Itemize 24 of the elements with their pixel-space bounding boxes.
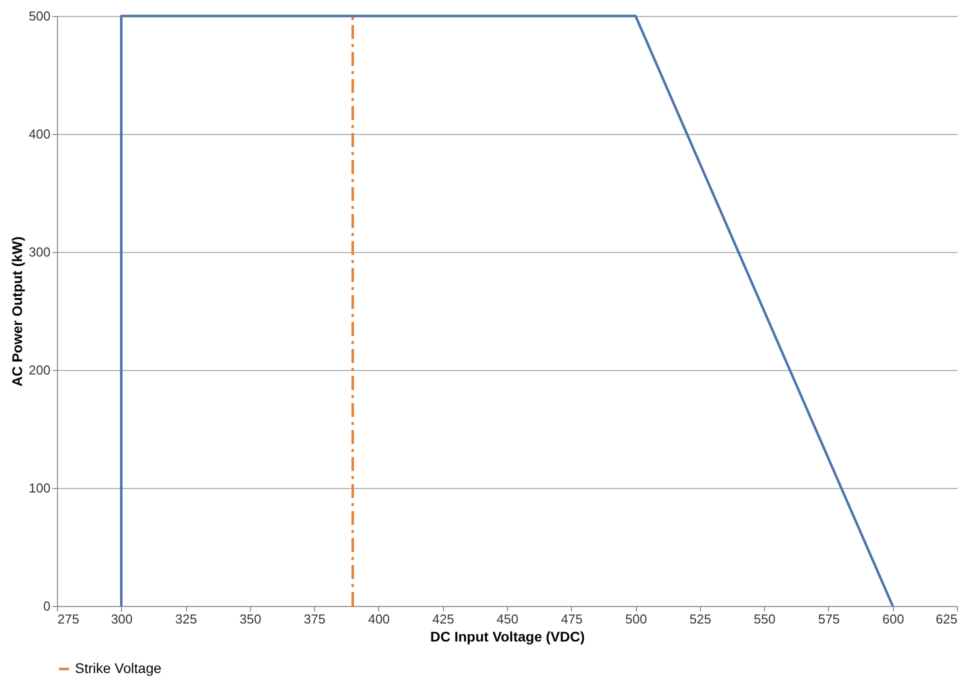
x-tick-label: 600 xyxy=(882,612,904,626)
y-tick-label: 400 xyxy=(28,126,50,142)
y-tick-label: 500 xyxy=(28,8,50,24)
x-tick-label: 350 xyxy=(240,612,262,626)
y-axis-title: AC Power Output (kW) xyxy=(8,236,25,387)
legend-label: Strike Voltage xyxy=(75,660,162,676)
x-tick-label: 625 xyxy=(936,612,958,626)
x-tick-label: 425 xyxy=(432,612,454,626)
x-tick-label: 400 xyxy=(368,612,390,626)
x-tick-label: 525 xyxy=(690,612,712,626)
x-tick-label: 375 xyxy=(304,612,326,626)
x-tick-label: 550 xyxy=(754,612,776,626)
x-tick-label: 450 xyxy=(496,612,518,626)
x-tick-label: 575 xyxy=(818,612,840,626)
x-tick-label: 500 xyxy=(625,612,647,626)
y-tick-label: 200 xyxy=(28,362,50,378)
x-tick-label: 475 xyxy=(560,612,583,626)
x-tick-label: 275 xyxy=(58,612,80,626)
x-axis-title: DC Input Voltage (VDC) xyxy=(430,628,585,644)
x-tick-label: 325 xyxy=(175,612,197,626)
y-tick-label: 100 xyxy=(28,480,50,496)
y-tick-label: 0 xyxy=(43,598,50,614)
x-tick-label: 300 xyxy=(110,612,133,626)
y-tick-label: 300 xyxy=(28,244,50,260)
